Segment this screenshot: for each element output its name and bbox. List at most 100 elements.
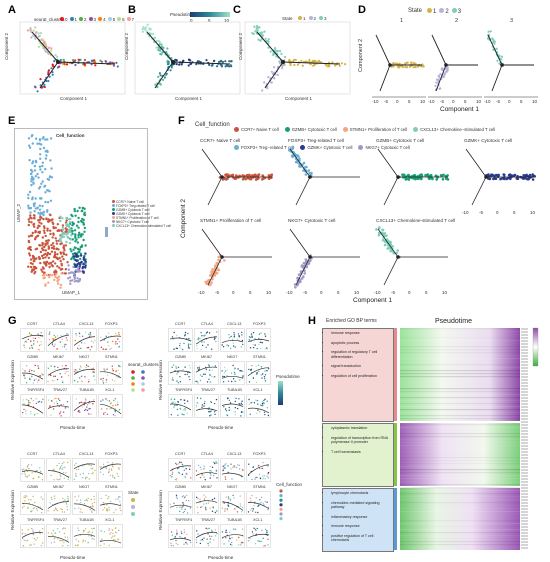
expression-point xyxy=(228,505,230,508)
expression-point xyxy=(171,366,173,368)
expression-point xyxy=(223,543,225,545)
expression-point xyxy=(33,340,35,342)
expression-point xyxy=(24,473,26,475)
axis-tick: 0 xyxy=(496,210,499,215)
expression-point xyxy=(75,475,77,478)
scatter-point xyxy=(50,47,53,50)
umap-point xyxy=(38,230,42,233)
umap-point xyxy=(66,261,69,264)
expression-point xyxy=(75,333,77,335)
umap-point xyxy=(42,213,45,217)
umap-point xyxy=(50,167,53,170)
expression-point xyxy=(267,477,270,479)
umap-point xyxy=(74,259,77,262)
expression-point xyxy=(197,339,200,341)
scatter-point xyxy=(158,72,161,75)
scatter-point xyxy=(340,62,343,65)
umap-point xyxy=(65,216,68,220)
expression-point xyxy=(40,496,42,498)
expression-point xyxy=(61,468,63,470)
expression-point xyxy=(53,338,55,340)
expression-point xyxy=(184,475,186,477)
expression-point xyxy=(63,461,65,463)
expression-point xyxy=(56,528,59,530)
umap-point xyxy=(50,243,53,247)
expression-point xyxy=(200,468,202,471)
gene-facet-title: GZMB xyxy=(27,485,38,489)
panel-g-ylabel-3: Relative Expression xyxy=(10,490,15,530)
umap-point xyxy=(56,257,59,261)
heatmap-row xyxy=(400,439,520,441)
gene-expression-plot xyxy=(46,361,71,385)
expression-point xyxy=(264,500,266,503)
expression-point xyxy=(77,381,79,383)
expression-point xyxy=(63,532,66,535)
expression-point xyxy=(186,512,189,514)
expression-point xyxy=(82,541,84,543)
expression-point xyxy=(116,401,119,403)
expression-point xyxy=(204,373,206,375)
expression-point xyxy=(204,506,207,508)
expression-point xyxy=(255,365,257,367)
expression-point xyxy=(238,398,240,400)
expression-point xyxy=(204,334,206,336)
panel-c-ylabel: Component 2 xyxy=(238,32,243,60)
umap-point xyxy=(60,264,63,267)
panel-h-colorbar xyxy=(532,327,539,367)
axis-tick: 10 xyxy=(442,290,448,295)
heatmap-row xyxy=(400,337,520,338)
expression-point xyxy=(31,510,33,512)
expression-point xyxy=(74,496,76,498)
scatter-point xyxy=(155,39,158,43)
expression-point xyxy=(182,495,184,497)
expression-point xyxy=(88,333,90,335)
legend-item: GZMK+ Cytotoxic T cell xyxy=(300,144,352,151)
expression-point xyxy=(116,343,118,345)
expression-point xyxy=(261,341,263,344)
umap-point xyxy=(65,222,68,225)
expression-point xyxy=(199,337,201,340)
expression-point xyxy=(261,405,263,407)
scatter-point xyxy=(29,28,32,31)
expression-point xyxy=(84,331,87,333)
umap-point xyxy=(80,209,83,213)
umap-point xyxy=(28,144,31,147)
expression-point xyxy=(119,496,121,498)
scatter-point xyxy=(294,286,297,289)
scatter-point xyxy=(229,64,232,67)
expression-point xyxy=(262,478,264,480)
heatmap-row xyxy=(400,526,520,527)
umap-point xyxy=(34,236,37,239)
expression-point xyxy=(81,476,84,479)
scatter-point xyxy=(262,177,265,180)
expression-point xyxy=(92,472,94,474)
umap-point xyxy=(50,176,54,179)
expression-point xyxy=(84,401,86,403)
expression-point xyxy=(84,540,87,542)
umap-point xyxy=(30,175,34,178)
expression-point xyxy=(230,463,232,465)
expression-point xyxy=(234,411,236,413)
heatmap-row xyxy=(400,418,520,420)
umap-point xyxy=(44,191,47,194)
expression-point xyxy=(94,339,96,342)
go-term: regulation of cell proliferation xyxy=(331,374,391,379)
expression-point xyxy=(23,496,25,498)
expression-point xyxy=(231,338,234,340)
umap-point xyxy=(33,265,37,269)
expression-point xyxy=(171,534,173,536)
expression-point xyxy=(40,343,42,346)
scatter-point xyxy=(531,178,535,181)
scatter-point xyxy=(493,40,496,43)
expression-point xyxy=(56,335,59,337)
expression-point xyxy=(110,347,112,350)
expression-point xyxy=(62,411,65,413)
umap-point xyxy=(82,238,85,242)
expression-point xyxy=(209,472,211,475)
umap-point xyxy=(67,272,71,275)
gene-facet-title: CXCL13 xyxy=(227,322,242,326)
gene-expression-plot xyxy=(246,361,271,385)
expression-point xyxy=(29,378,31,381)
panel-d-facet-plots xyxy=(372,30,538,98)
expression-point xyxy=(242,506,244,508)
